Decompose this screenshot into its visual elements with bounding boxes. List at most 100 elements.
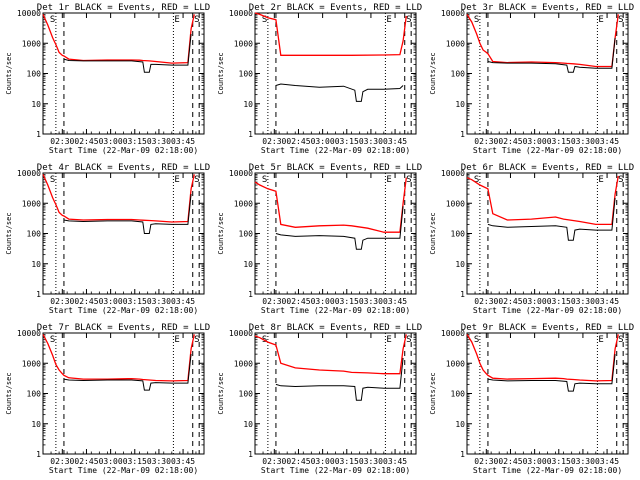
y-tick-label: 1000	[22, 39, 41, 48]
plot-frame	[254, 332, 417, 455]
y-tick-label: 1000	[22, 199, 41, 208]
x-tick-label: 03:15	[123, 137, 147, 146]
y-tick-label: 1	[248, 290, 253, 299]
x-axis-label: Start Time (22-Mar-09 02:18:00)	[473, 146, 622, 155]
marker-label-far: S	[406, 15, 411, 25]
y-tick-label: 10000	[17, 169, 41, 178]
panel-det-2: Det 2r BLACK = Events, RED = LLD 1 10 100 10…	[217, 3, 422, 155]
x-tick-label: 03:30	[359, 297, 383, 306]
plot-frame	[254, 12, 417, 135]
series-lld-line	[254, 177, 407, 233]
marker-label-far: S	[618, 15, 623, 25]
y-tick-label: 1	[36, 130, 41, 139]
marker-label-start: S	[474, 175, 479, 185]
x-tick-label: 03:30	[147, 137, 171, 146]
x-tick-label: 03:30	[359, 137, 383, 146]
series-events-line	[487, 354, 616, 392]
y-tick-label: 10	[243, 260, 253, 269]
marker-label-end: E	[598, 15, 603, 25]
series-lld-line	[466, 14, 619, 68]
x-tick-label: 02:30	[50, 137, 74, 146]
series-lld-line	[466, 175, 619, 226]
x-tick-label: 02:45	[286, 457, 310, 466]
x-tick-label: 03:00	[311, 137, 335, 146]
x-tick-label: 03:45	[383, 297, 407, 306]
y-tick-label: 10	[31, 260, 41, 269]
x-tick-label: 03:45	[383, 137, 407, 146]
x-tick-label: 02:45	[498, 297, 522, 306]
marker-label-end: E	[598, 175, 603, 185]
y-tick-label: 100	[27, 230, 42, 239]
x-tick-label: 03:30	[147, 297, 171, 306]
panel-title: Det 2r BLACK = Events, RED = LLD	[249, 3, 422, 13]
y-tick-label: 100	[239, 230, 254, 239]
y-tick-label: 100	[451, 230, 466, 239]
x-tick-label: 03:45	[171, 457, 195, 466]
y-tick-label: 10000	[441, 169, 465, 178]
marker-label-start: S	[50, 175, 55, 185]
x-axis-label: Start Time (22-Mar-09 02:18:00)	[473, 466, 622, 475]
y-tick-label: 1	[36, 290, 41, 299]
y-axis-label: Counts/sec	[217, 212, 225, 254]
y-tick-label: 10000	[17, 9, 41, 18]
plot-frame	[42, 172, 205, 295]
y-axis-label: Counts/sec	[217, 52, 225, 94]
panel-det-8: Det 8r BLACK = Events, RED = LLD 1 10 100 10…	[217, 323, 422, 475]
panel-det-7: Det 7r BLACK = Events, RED = LLD 1 10 100 10…	[5, 323, 210, 475]
y-tick-label: 1000	[234, 39, 253, 48]
x-tick-label: 03:00	[523, 457, 547, 466]
panel-det-6: Det 6r BLACK = Events, RED = LLD 1 10 100 10…	[429, 163, 634, 315]
marker-label-far: S	[194, 335, 199, 345]
x-tick-label: 02:45	[286, 297, 310, 306]
series-lld-line	[466, 334, 619, 382]
y-tick-label: 10000	[441, 9, 465, 18]
panel-title: Det 6r BLACK = Events, RED = LLD	[461, 163, 634, 173]
y-tick-label: 1000	[446, 199, 465, 208]
y-tick-label: 10	[243, 420, 253, 429]
series-events-line	[63, 354, 192, 391]
marker-label-far: S	[194, 15, 199, 25]
panel-title: Det 7r BLACK = Events, RED = LLD	[37, 323, 210, 333]
y-tick-label: 100	[239, 70, 254, 79]
x-axis-label: Start Time (22-Mar-09 02:18:00)	[261, 146, 410, 155]
marker-label-end: E	[386, 335, 391, 345]
series-lld-line	[42, 14, 195, 64]
series-events-line	[63, 34, 192, 73]
x-tick-label: 02:45	[286, 137, 310, 146]
series-lld-line	[42, 174, 195, 223]
y-tick-label: 1	[460, 130, 465, 139]
plot-frame	[254, 172, 417, 295]
y-tick-label: 10000	[229, 169, 253, 178]
series-lld-line	[254, 12, 407, 56]
y-tick-label: 1	[248, 450, 253, 459]
x-tick-label: 03:45	[595, 297, 619, 306]
x-tick-label: 03:15	[335, 297, 359, 306]
panel-det-4: Det 4r BLACK = Events, RED = LLD 1 10 100 10…	[5, 163, 210, 315]
marker-label-start: S	[262, 175, 267, 185]
marker-label-start: S	[50, 335, 55, 345]
y-tick-label: 100	[451, 70, 466, 79]
marker-label-far: S	[194, 175, 199, 185]
x-tick-label: 02:45	[498, 457, 522, 466]
marker-label-far: S	[618, 175, 623, 185]
y-tick-label: 1	[36, 450, 41, 459]
x-tick-label: 02:45	[74, 297, 98, 306]
y-tick-label: 1000	[446, 39, 465, 48]
x-tick-label: 02:30	[474, 297, 498, 306]
x-tick-label: 03:15	[335, 137, 359, 146]
y-tick-label: 1000	[22, 359, 41, 368]
x-tick-label: 02:30	[262, 457, 286, 466]
y-axis-label: Counts/sec	[5, 372, 13, 414]
x-tick-label: 02:30	[474, 137, 498, 146]
y-axis-label: Counts/sec	[5, 212, 13, 254]
x-tick-label: 03:15	[123, 297, 147, 306]
x-tick-label: 02:30	[262, 137, 286, 146]
y-axis-label: Counts/sec	[217, 372, 225, 414]
marker-label-end: E	[598, 335, 603, 345]
x-tick-label: 02:30	[262, 297, 286, 306]
x-tick-label: 02:30	[50, 297, 74, 306]
x-tick-label: 03:30	[147, 457, 171, 466]
y-tick-label: 10000	[229, 9, 253, 18]
y-tick-label: 10	[31, 100, 41, 109]
